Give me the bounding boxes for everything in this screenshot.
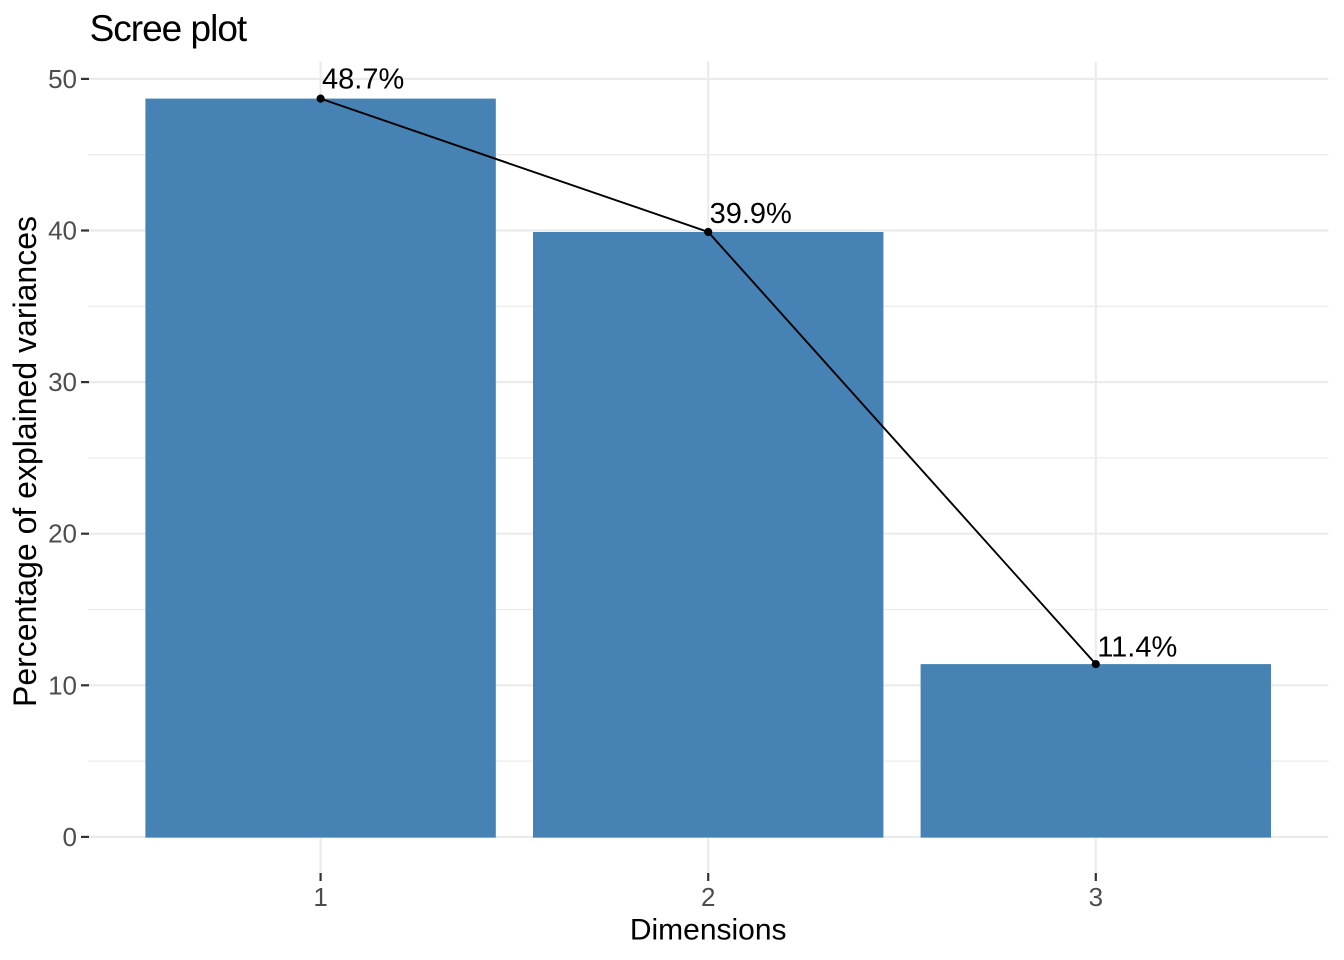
svg-text:Dimensions: Dimensions <box>630 914 787 947</box>
svg-text:30: 30 <box>48 367 77 397</box>
svg-text:20: 20 <box>48 519 77 549</box>
svg-text:40: 40 <box>48 216 77 246</box>
svg-text:0: 0 <box>63 822 77 852</box>
svg-text:10: 10 <box>48 670 77 700</box>
svg-text:3: 3 <box>1089 882 1103 912</box>
svg-text:39.9%: 39.9% <box>710 198 792 230</box>
svg-text:11.4%: 11.4% <box>1097 631 1177 663</box>
svg-text:50: 50 <box>48 64 77 94</box>
svg-text:1: 1 <box>313 882 327 912</box>
svg-text:Scree plot: Scree plot <box>90 8 248 49</box>
svg-text:2: 2 <box>701 882 715 912</box>
svg-text:48.7%: 48.7% <box>322 64 404 96</box>
svg-text:Percentage of explained varian: Percentage of explained variances <box>7 216 43 707</box>
